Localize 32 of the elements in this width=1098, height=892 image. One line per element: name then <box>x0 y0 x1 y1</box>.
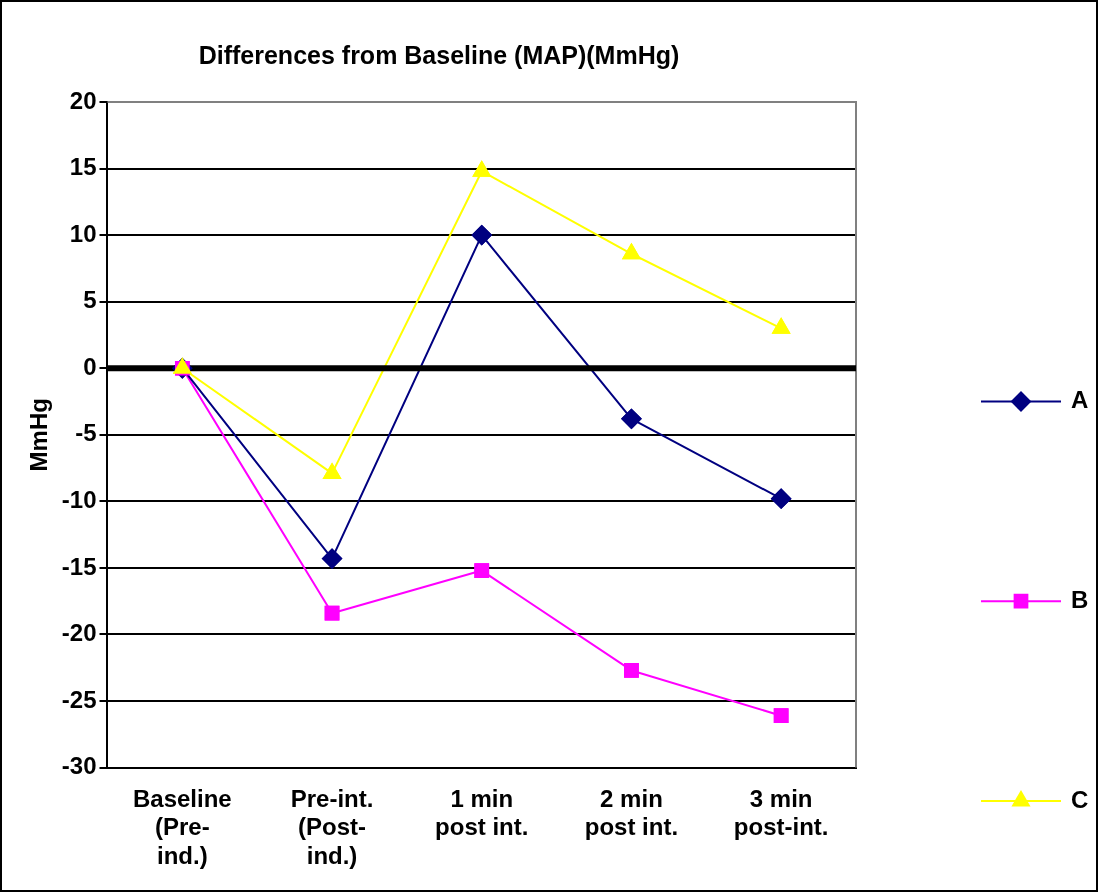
y-tick-label: -5 <box>75 419 97 447</box>
y-axis-title: MmHg <box>25 398 53 472</box>
point <box>322 548 343 569</box>
x-tick-label: 1 min post int. <box>435 784 529 841</box>
point <box>772 318 790 334</box>
chart-title: Differences from Baseline (MAP)(MmHg) <box>198 40 680 69</box>
y-tick-label: 15 <box>69 153 97 181</box>
legend-label: B <box>1071 585 1089 613</box>
y-tick-label: -15 <box>61 552 97 580</box>
point <box>621 408 642 429</box>
point <box>472 161 491 177</box>
legend-label: C <box>1071 785 1089 813</box>
y-tick-label: -20 <box>61 619 97 647</box>
x-tick-label: Pre-int. (Post-ind.) <box>290 784 374 870</box>
y-tick-label: -25 <box>61 685 97 713</box>
point <box>474 563 490 578</box>
legend-label: A <box>1071 386 1089 414</box>
y-tick-label: 20 <box>69 86 97 114</box>
x-tick-label: 3 min post-int. <box>733 784 829 841</box>
point <box>622 243 641 260</box>
point <box>324 605 340 621</box>
y-tick-label: -30 <box>61 752 97 780</box>
point <box>773 708 789 724</box>
y-tick-label: 10 <box>69 219 97 247</box>
point <box>323 463 341 479</box>
point <box>624 663 639 678</box>
y-tick-label: -10 <box>61 485 97 513</box>
point <box>771 488 792 509</box>
y-tick-label: 5 <box>83 286 97 314</box>
x-tick-label: 2 min post int. <box>584 784 679 841</box>
x-tick-label: Baseline (Pre-ind.) <box>132 784 232 870</box>
y-tick-label: 0 <box>83 352 97 380</box>
